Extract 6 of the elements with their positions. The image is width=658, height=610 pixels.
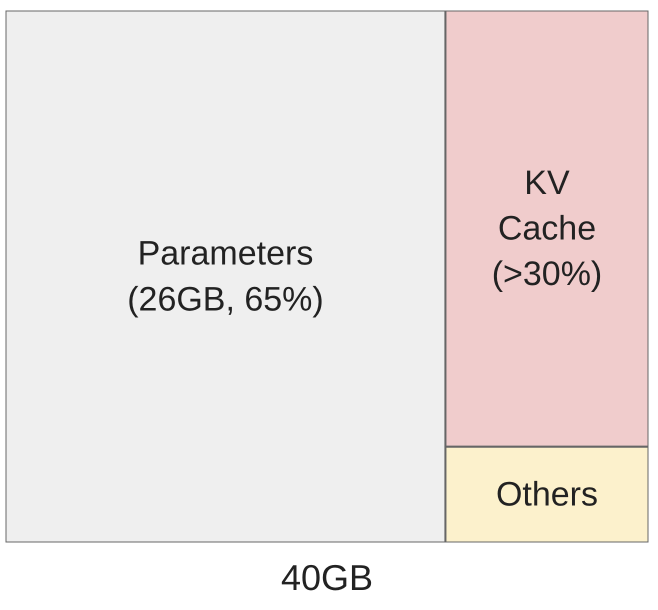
data-label: (>30%) (492, 255, 602, 294)
data-label: (26GB, 65%) (127, 280, 324, 318)
category-label: KV Cache (498, 164, 596, 248)
text: 40GB (280, 557, 374, 598)
category-label: Parameters (138, 234, 314, 273)
category-label: Others (496, 476, 598, 514)
